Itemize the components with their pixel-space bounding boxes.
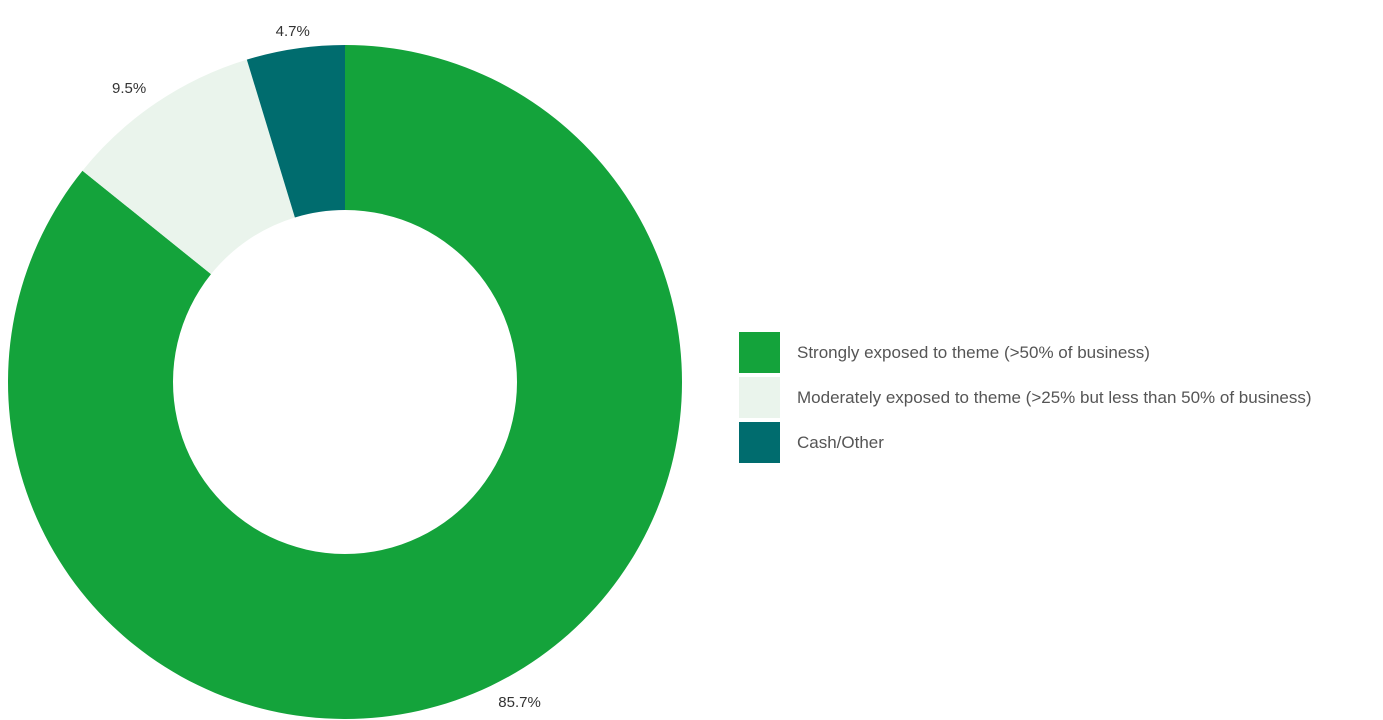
slice-strongly-exposed-to-theme-50-of-business [8,45,682,719]
legend-label: Cash/Other [797,432,884,452]
legend-item-moderately-exposed: Moderately exposed to theme (>25% but le… [739,377,1312,418]
slice-value-label: 4.7% [276,23,310,40]
legend-item-strongly-exposed: Strongly exposed to theme (>50% of busin… [739,332,1312,373]
slice-cash-other [246,45,345,218]
legend-label: Strongly exposed to theme (>50% of busin… [797,342,1150,362]
legend-swatch [739,377,780,418]
legend-label: Moderately exposed to theme (>25% but le… [797,387,1312,407]
slice-value-label: 85.7% [498,694,541,711]
slice-moderately-exposed-to-theme-25-but-less-than-50-of-business [82,59,295,275]
slice-value-label: 9.5% [112,80,146,97]
legend: Strongly exposed to theme (>50% of busin… [739,332,1312,467]
legend-item-cash-other: Cash/Other [739,422,1312,463]
legend-swatch [739,422,780,463]
legend-swatch [739,332,780,373]
